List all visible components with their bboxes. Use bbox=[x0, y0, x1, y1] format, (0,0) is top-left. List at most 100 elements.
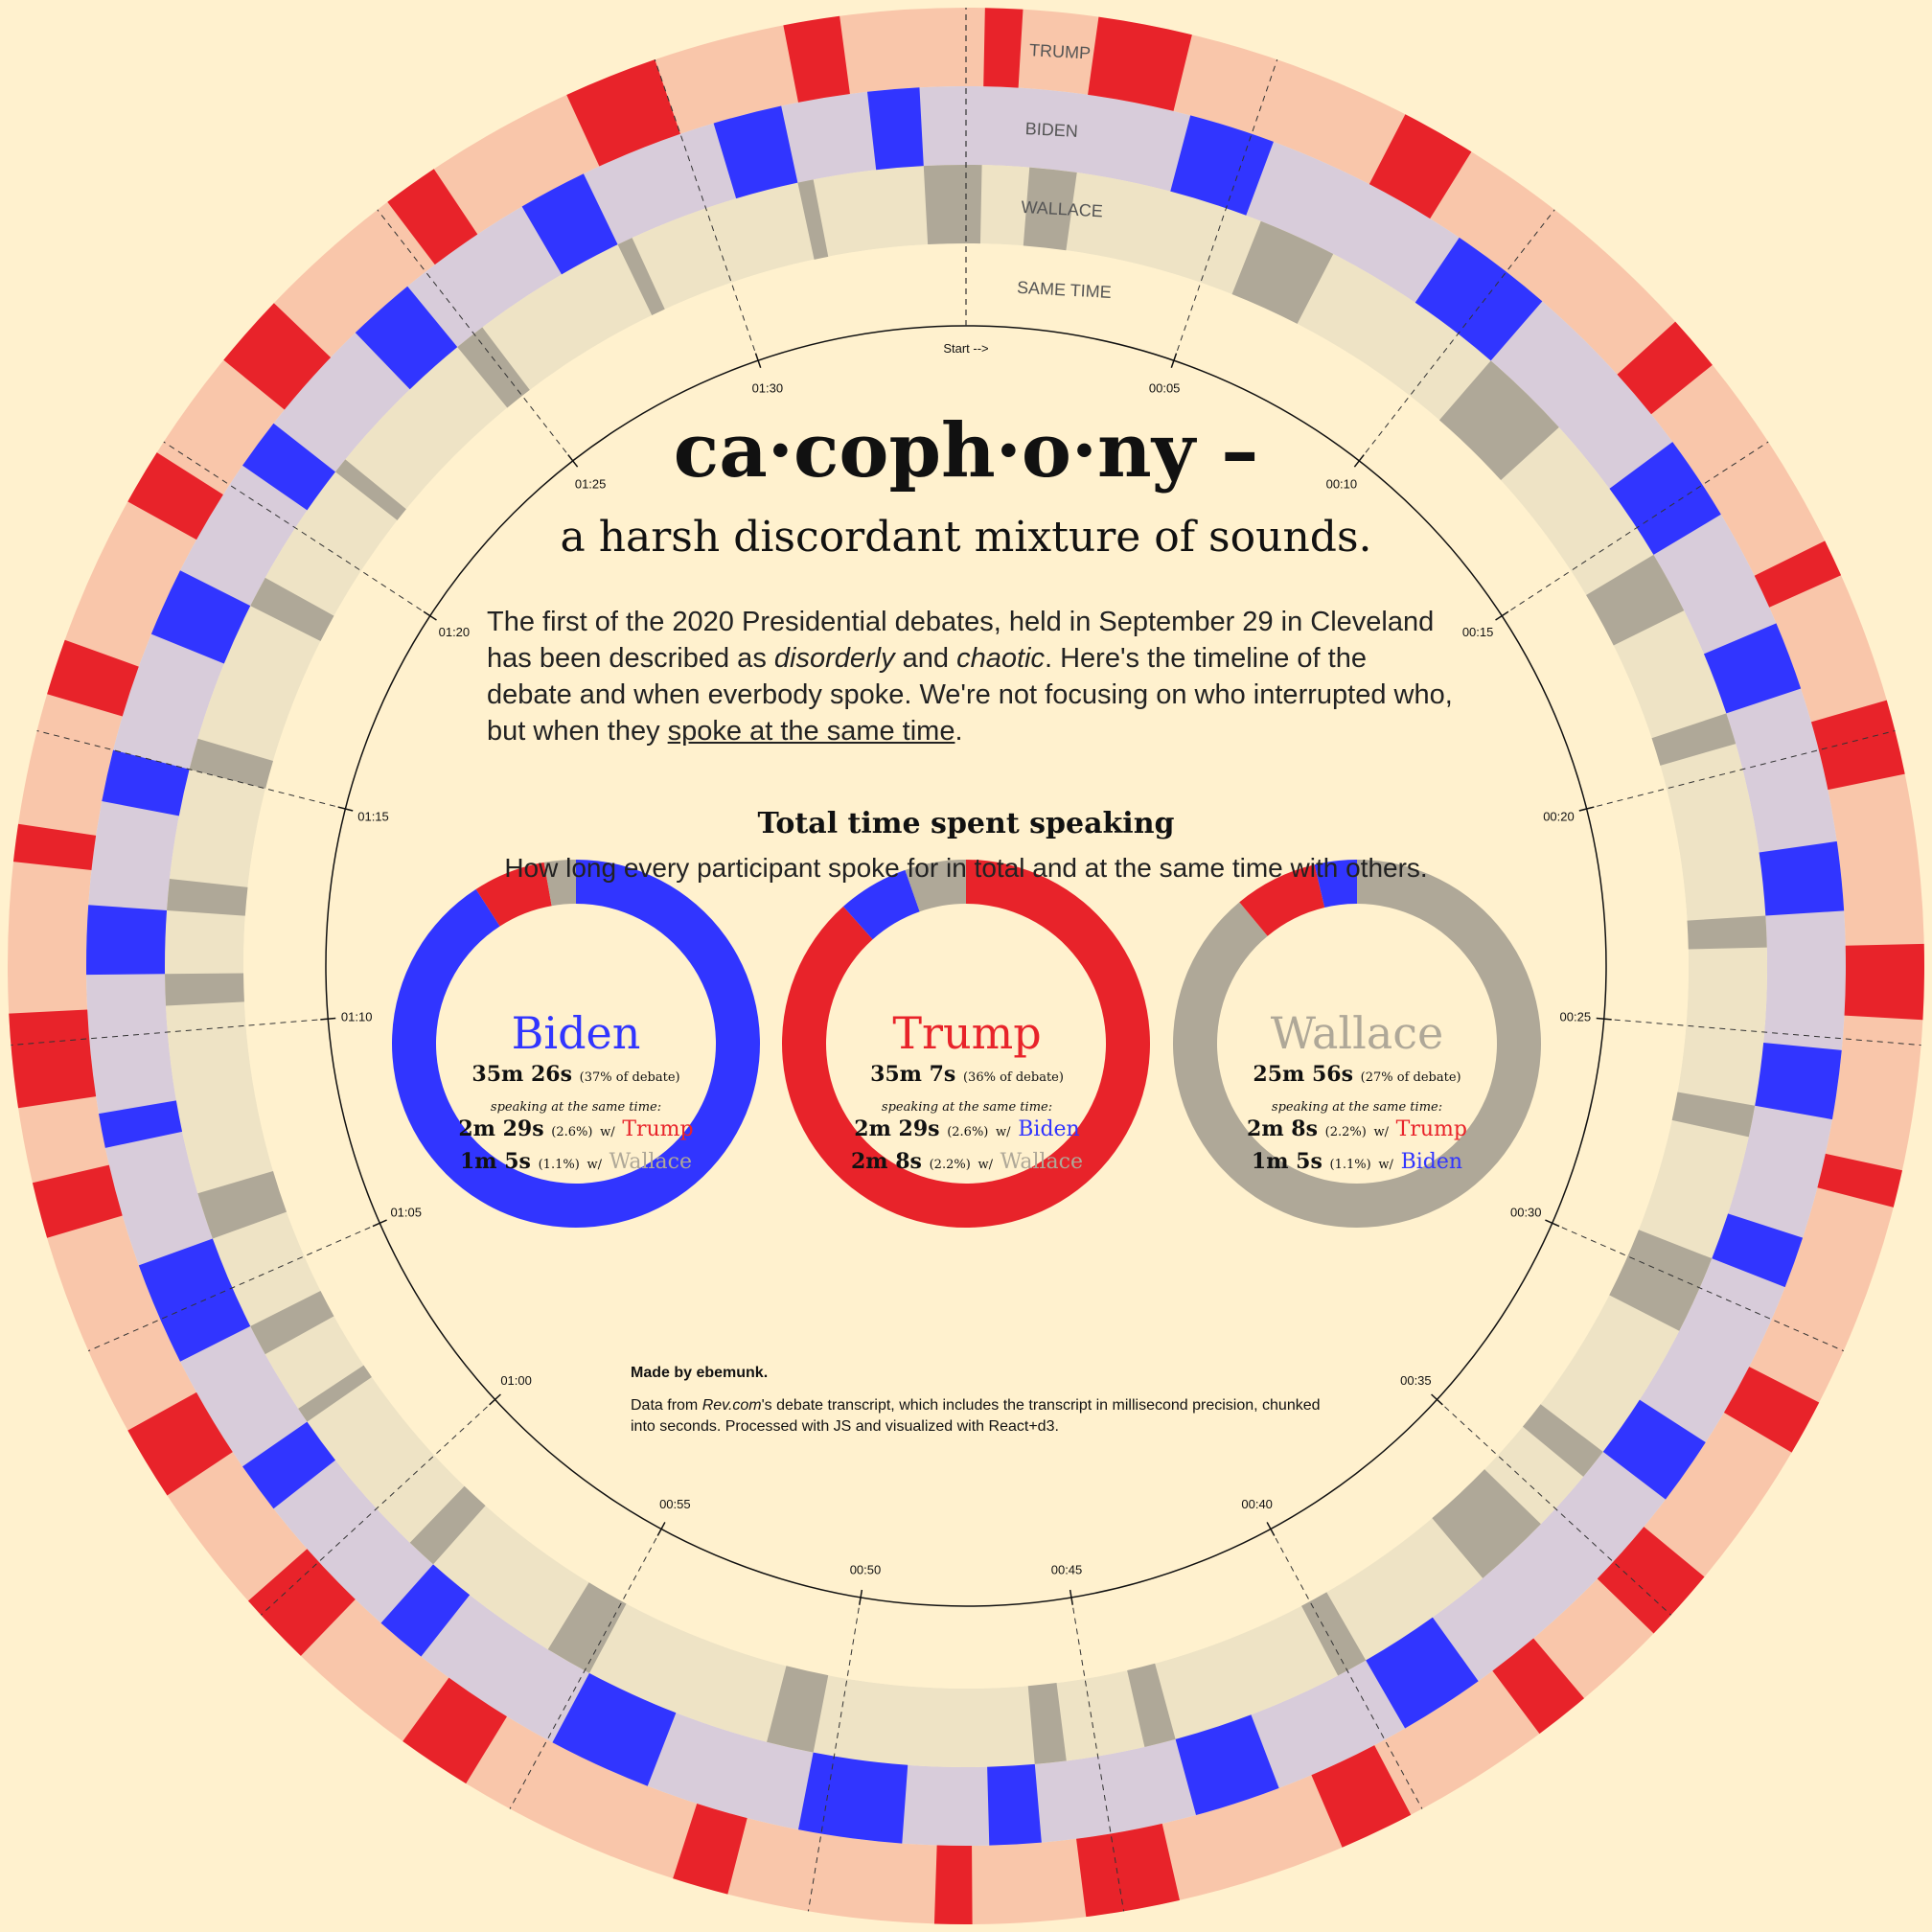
segment-biden bbox=[138, 1238, 251, 1362]
donut-label-biden: Biden 35m 26s (37% of debate) speaking a… bbox=[413, 1006, 739, 1180]
segment-trump bbox=[1088, 16, 1192, 111]
tick-mark bbox=[1495, 610, 1509, 621]
segment-wallace bbox=[767, 1666, 829, 1753]
donut-slice-trump-biden bbox=[842, 869, 920, 940]
segment-wallace bbox=[1432, 1469, 1541, 1578]
tick-label: 00:35 bbox=[1400, 1373, 1432, 1388]
segment-biden bbox=[1366, 1617, 1479, 1729]
segment-wallace bbox=[1027, 1683, 1067, 1764]
tick-label: 01:20 bbox=[439, 625, 471, 639]
segment-trump bbox=[9, 1009, 97, 1109]
rev-link[interactable]: Rev.com bbox=[702, 1397, 762, 1414]
segment-wallace bbox=[1609, 1230, 1713, 1331]
tick-label: 00:25 bbox=[1560, 1010, 1592, 1024]
tick-line bbox=[1070, 1597, 1125, 1912]
segment-wallace bbox=[547, 1582, 627, 1673]
donut-charts bbox=[392, 860, 1541, 1228]
tick-label: 00:20 bbox=[1543, 809, 1575, 823]
segment-trump bbox=[47, 639, 139, 717]
segment-biden bbox=[1175, 1714, 1279, 1816]
overlap-row: 2m 8s (2.2%) w/ Wallace bbox=[850, 1149, 1083, 1174]
tick-line bbox=[807, 1597, 862, 1912]
tick-line bbox=[1173, 59, 1278, 361]
tick-label: 01:05 bbox=[390, 1205, 422, 1219]
segment-biden bbox=[1755, 1043, 1842, 1120]
tick-mark bbox=[423, 610, 437, 621]
segment-wallace bbox=[334, 459, 406, 520]
tick-label: 00:50 bbox=[850, 1562, 882, 1576]
donut-total: 25m 56s (27% of debate) bbox=[1253, 1062, 1461, 1087]
tick-mark bbox=[656, 1522, 666, 1536]
segment-wallace bbox=[1231, 220, 1334, 324]
donut-slice-biden-trump bbox=[475, 862, 552, 927]
segment-biden bbox=[150, 570, 251, 664]
tick-mark bbox=[320, 1017, 336, 1021]
segment-biden bbox=[1712, 1213, 1804, 1288]
segment-wallace bbox=[1586, 554, 1685, 646]
tick-mark bbox=[1578, 806, 1595, 812]
totals-title: Total time spent speaking bbox=[757, 807, 1175, 840]
segment-trump bbox=[1810, 700, 1905, 791]
segment-trump bbox=[1817, 1153, 1902, 1208]
page-title: ca·coph·o·ny – bbox=[673, 407, 1259, 494]
segment-biden bbox=[521, 173, 618, 275]
segment-biden bbox=[1609, 442, 1721, 555]
segment-wallace bbox=[617, 238, 665, 315]
tick-label: 00:30 bbox=[1510, 1205, 1542, 1219]
segment-biden bbox=[1602, 1399, 1706, 1500]
segment-biden bbox=[102, 749, 190, 816]
segment-wallace bbox=[1438, 360, 1559, 481]
ring-label: BIDEN bbox=[1024, 119, 1078, 141]
tick-line bbox=[1358, 209, 1555, 462]
tick-label: 00:10 bbox=[1326, 477, 1358, 492]
segment-trump bbox=[127, 452, 223, 540]
tick-mark bbox=[1170, 353, 1178, 369]
tick-line bbox=[163, 441, 431, 617]
totals-subtitle: How long every participant spoke for in … bbox=[504, 853, 1428, 883]
segment-wallace bbox=[189, 738, 273, 789]
tick-line bbox=[1586, 730, 1896, 810]
segment-wallace bbox=[197, 1170, 287, 1239]
tick-line bbox=[654, 59, 759, 361]
segment-wallace bbox=[298, 1365, 372, 1422]
donut-slice-wallace-biden bbox=[1314, 860, 1357, 908]
page-subtitle: a harsh discordant mixture of sounds. bbox=[560, 513, 1372, 562]
segment-trump bbox=[783, 15, 850, 103]
segment-biden bbox=[99, 1100, 183, 1148]
tick-line bbox=[1501, 441, 1769, 617]
ring-label: WALLACE bbox=[1021, 197, 1103, 220]
segment-biden bbox=[242, 423, 335, 511]
data-source-note: Data from Rev.com's debate transcript, w… bbox=[631, 1397, 1321, 1435]
segment-trump bbox=[1844, 943, 1924, 1021]
segment-trump bbox=[983, 8, 1024, 88]
tick-label: 01:15 bbox=[357, 809, 389, 823]
overlap-row: 1m 5s (1.1%) w/ Biden bbox=[1251, 1149, 1463, 1174]
segment-wallace bbox=[1023, 167, 1077, 251]
segment-trump bbox=[1723, 1367, 1820, 1453]
segment-biden bbox=[713, 105, 798, 199]
segment-wallace bbox=[250, 1290, 334, 1355]
tick-mark bbox=[1069, 1589, 1074, 1605]
segment-biden bbox=[85, 905, 168, 976]
segment-trump bbox=[1754, 540, 1842, 608]
tick-line bbox=[509, 1529, 662, 1809]
tick-line bbox=[1603, 1018, 1921, 1046]
segment-trump bbox=[223, 303, 332, 410]
segment-wallace bbox=[1522, 1404, 1603, 1477]
donut-sametime-label: speaking at the same time: bbox=[881, 1100, 1053, 1115]
made-by: Made by ebemunk. bbox=[631, 1365, 769, 1381]
tick-label: 01:25 bbox=[575, 477, 607, 492]
segment-biden bbox=[380, 1564, 471, 1657]
tick-line bbox=[11, 1018, 329, 1046]
segment-trump bbox=[1492, 1638, 1585, 1735]
tick-line bbox=[1437, 1399, 1672, 1616]
donut-label-trump: Trump 35m 7s (36% of debate) speaking at… bbox=[804, 1006, 1130, 1180]
same-time-link[interactable]: spoke at the same time bbox=[667, 716, 955, 747]
tick-line bbox=[1270, 1529, 1423, 1809]
tick-line bbox=[1552, 1222, 1844, 1352]
segment-trump bbox=[247, 1549, 356, 1656]
tick-mark bbox=[567, 454, 579, 468]
segment-biden bbox=[1703, 623, 1802, 714]
segment-wallace bbox=[167, 878, 248, 916]
